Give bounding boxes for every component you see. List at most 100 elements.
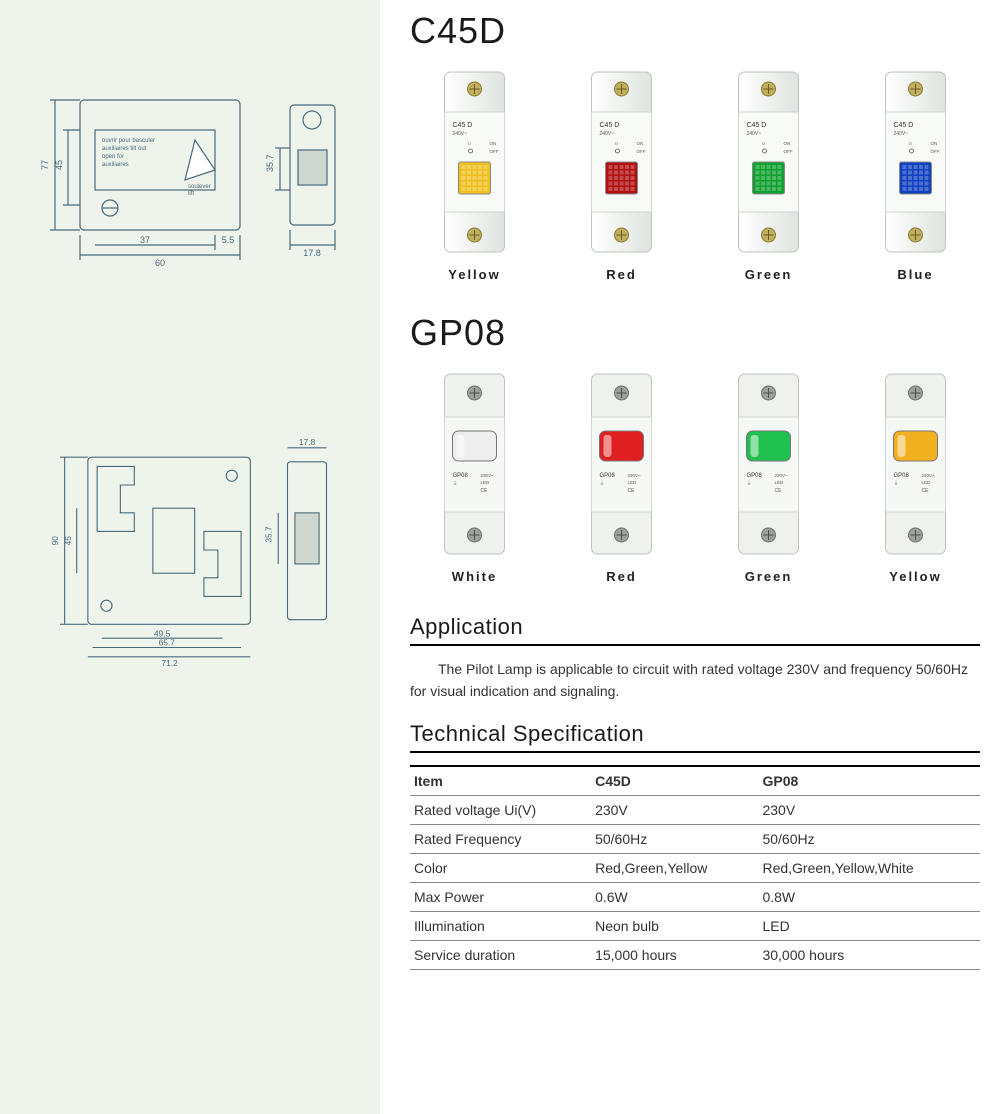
spec-cell: Rated Frequency — [410, 824, 591, 853]
svg-text:⏚: ⏚ — [453, 480, 458, 487]
svg-text:OFF: OFF — [784, 149, 793, 154]
svg-text:LED: LED — [628, 480, 638, 485]
diagram-column: 77 45 37 5.5 60 35.7 17.8 ouvrir pour ba… — [0, 0, 380, 1114]
product-card: C45 D 240V~ ON OFF ☼ Yellow — [410, 67, 539, 282]
svg-text:65.7: 65.7 — [159, 638, 176, 648]
dimension-diagram-gp08: 90 45 49.5 65.7 71.2 35.7 17.8 — [20, 420, 360, 680]
product-label: White — [452, 569, 497, 584]
spec-cell: 0.6W — [591, 882, 758, 911]
application-heading: Application — [410, 614, 980, 646]
table-row: Rated Frequency50/60Hz50/60Hz — [410, 824, 980, 853]
svg-text:90: 90 — [50, 536, 60, 546]
svg-text:240V~: 240V~ — [600, 131, 615, 137]
svg-text:45: 45 — [63, 536, 73, 546]
product-label: Blue — [897, 267, 933, 282]
svg-text:240V~: 240V~ — [453, 131, 468, 137]
svg-text:C45 D: C45 D — [453, 122, 473, 129]
spec-col-header: GP08 — [758, 766, 980, 796]
svg-text:auxiliaires: auxiliaires — [102, 162, 129, 168]
svg-text:OFF: OFF — [637, 149, 646, 154]
svg-text:45: 45 — [54, 160, 64, 170]
product-card: GP08 230V~ LED CE ⏚ Green — [704, 369, 833, 584]
svg-text:OFF: OFF — [490, 149, 499, 154]
product-row-c45d: C45 D 240V~ ON OFF ☼ Yellow — [410, 67, 980, 282]
application-text: The Pilot Lamp is applicable to circuit … — [410, 658, 980, 703]
product-card: GP08 230V~ LED CE ⏚ Red — [557, 369, 686, 584]
product-label: Yellow — [889, 569, 941, 584]
product-card: GP08 230V~ LED CE ⏚ Yellow — [851, 369, 980, 584]
spec-cell: Color — [410, 853, 591, 882]
svg-text:GP08: GP08 — [894, 473, 910, 479]
svg-text:77: 77 — [40, 160, 50, 170]
svg-text:230V~: 230V~ — [481, 473, 495, 478]
svg-text:☼: ☼ — [467, 141, 473, 147]
svg-text:C45 D: C45 D — [894, 122, 914, 129]
svg-text:GP08: GP08 — [600, 473, 616, 479]
svg-text:ON: ON — [931, 141, 938, 146]
svg-text:35.7: 35.7 — [264, 526, 274, 543]
spec-cell: Service duration — [410, 940, 591, 969]
svg-text:ON: ON — [490, 141, 497, 146]
svg-text:ON: ON — [637, 141, 644, 146]
svg-text:LED: LED — [481, 480, 491, 485]
svg-text:☼: ☼ — [614, 141, 620, 147]
product-card: GP08 230V~ LED CE ⏚ White — [410, 369, 539, 584]
product-row-gp08: GP08 230V~ LED CE ⏚ White — [410, 369, 980, 584]
spec-cell: LED — [758, 911, 980, 940]
spec-cell: 230V — [758, 795, 980, 824]
svg-text:230V~: 230V~ — [922, 473, 936, 478]
svg-text:230V~: 230V~ — [628, 473, 642, 478]
table-row: IlluminationNeon bulbLED — [410, 911, 980, 940]
svg-text:230V~: 230V~ — [775, 473, 789, 478]
svg-text:CE: CE — [628, 488, 636, 494]
svg-text:ON: ON — [784, 141, 791, 146]
table-row: ColorRed,Green,YellowRed,Green,Yellow,Wh… — [410, 853, 980, 882]
svg-text:CE: CE — [775, 488, 783, 494]
svg-text:☼: ☼ — [761, 141, 767, 147]
svg-text:60: 60 — [155, 258, 165, 268]
svg-text:open for: open for — [102, 154, 124, 160]
table-row: Max Power0.6W0.8W — [410, 882, 980, 911]
svg-text:240V~: 240V~ — [747, 131, 762, 137]
svg-text:⏚: ⏚ — [894, 480, 899, 487]
svg-text:CE: CE — [481, 488, 489, 494]
svg-text:GP08: GP08 — [453, 473, 469, 479]
spec-cell: 50/60Hz — [591, 824, 758, 853]
svg-text:⏚: ⏚ — [747, 480, 752, 487]
spec-cell: 230V — [591, 795, 758, 824]
dimension-diagram-c45d: 77 45 37 5.5 60 35.7 17.8 ouvrir pour ba… — [20, 40, 360, 300]
svg-text:OFF: OFF — [931, 149, 940, 154]
spec-cell: Illumination — [410, 911, 591, 940]
svg-text:☼: ☼ — [908, 141, 914, 147]
svg-text:lift: lift — [188, 191, 194, 197]
section-title-gp08: GP08 — [410, 312, 980, 354]
svg-text:17.8: 17.8 — [303, 248, 321, 258]
svg-text:35.7: 35.7 — [265, 154, 275, 172]
section-title-c45d: C45D — [410, 10, 980, 52]
svg-text:auxiliaires tilt out: auxiliaires tilt out — [102, 146, 147, 152]
spec-cell: 15,000 hours — [591, 940, 758, 969]
svg-text:71.2: 71.2 — [161, 658, 178, 668]
product-label: Green — [745, 569, 793, 584]
svg-text:soulever: soulever — [188, 184, 211, 190]
content-column: C45D C45 D 240V~ — [380, 0, 1000, 1114]
svg-text:LED: LED — [922, 480, 932, 485]
svg-text:ouvrir pour basculer: ouvrir pour basculer — [102, 138, 155, 144]
spec-table: ItemC45DGP08 Rated voltage Ui(V)230V230V… — [410, 765, 980, 970]
product-label: Green — [745, 267, 793, 282]
spec-cell: Red,Green,Yellow,White — [758, 853, 980, 882]
spec-cell: 0.8W — [758, 882, 980, 911]
svg-text:C45 D: C45 D — [747, 122, 767, 129]
spec-col-header: C45D — [591, 766, 758, 796]
svg-text:17.8: 17.8 — [299, 437, 316, 447]
svg-text:LED: LED — [775, 480, 785, 485]
product-label: Red — [606, 569, 637, 584]
spec-cell: Neon bulb — [591, 911, 758, 940]
product-card: C45 D 240V~ ON OFF ☼ Blue — [851, 67, 980, 282]
spec-heading: Technical Specification — [410, 721, 980, 753]
product-card: C45 D 240V~ ON OFF ☼ Green — [704, 67, 833, 282]
product-label: Yellow — [448, 267, 500, 282]
table-row: Rated voltage Ui(V)230V230V — [410, 795, 980, 824]
spec-cell: Rated voltage Ui(V) — [410, 795, 591, 824]
svg-text:⏚: ⏚ — [600, 480, 605, 487]
